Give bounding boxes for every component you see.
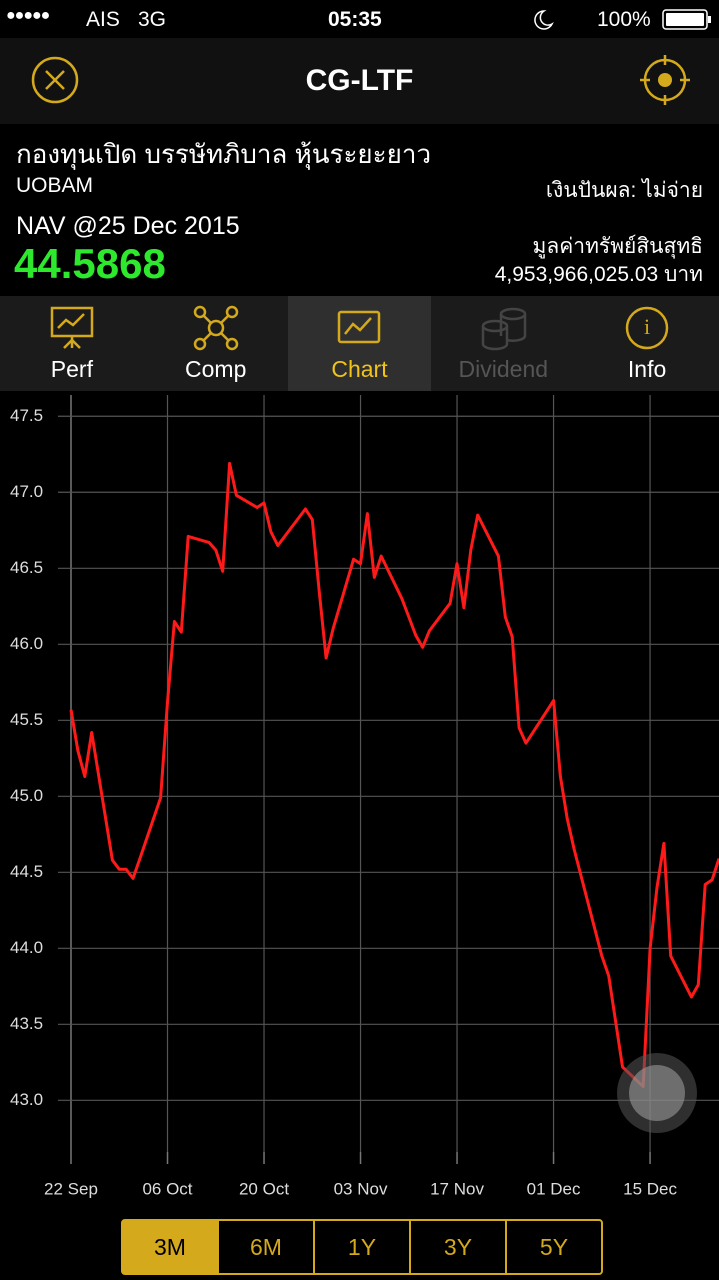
header: CG-LTF: [0, 38, 719, 124]
y-tick-label: 44.0: [10, 938, 43, 957]
nav-line: [69, 461, 719, 1089]
status-icons: [534, 10, 554, 30]
tab[interactable]: Perf: [0, 296, 144, 391]
tab-icon: i: [625, 306, 669, 350]
y-tick-label: 44.5: [10, 862, 43, 881]
x-tick-label: 06 Oct: [142, 1179, 192, 1198]
tab-icon: [193, 305, 238, 351]
dividend-policy: เงินปันผล: ไม่จ่าย: [545, 179, 703, 202]
x-tick-label: 01 Dec: [527, 1179, 581, 1198]
battery-icon: [662, 9, 711, 30]
tab-label: Comp: [185, 356, 247, 382]
range-button[interactable]: 6M: [219, 1221, 315, 1273]
tab-icon: [482, 307, 527, 351]
signal: ●●●●●: [6, 7, 50, 24]
tab-label: Info: [627, 356, 667, 382]
fund-info: กองทุนเปิด บรรษัทภิบาล หุ้นระยะยาว UOBAM…: [0, 124, 719, 296]
y-tick-label: 45.5: [10, 710, 43, 729]
tab: Dividend: [431, 296, 575, 391]
tab-label: Perf: [50, 356, 93, 382]
tab-icon: [338, 310, 381, 344]
range-selector: 3M 6M 1Y 3Y 5Y: [121, 1219, 603, 1275]
y-tick-label: 46.0: [10, 634, 43, 653]
chart: 43.0 43.5 44.0 44.5 45.0 45.5 46.0 46.5 47.0 47.5…: [10, 395, 719, 1198]
carrier: AIS: [86, 8, 120, 31]
x-tick-label: 03 Nov: [334, 1179, 388, 1198]
x-tick-label: 15 Dec: [623, 1179, 677, 1198]
network: 3G: [138, 8, 167, 31]
tab[interactable]: i Info: [575, 296, 719, 391]
tab-label: Dividend: [458, 356, 549, 382]
x-tick-label: 22 Sep: [44, 1179, 98, 1198]
nav-value: 44.5868: [14, 240, 166, 287]
close-button[interactable]: [30, 55, 80, 105]
y-tick-label: 47.5: [10, 406, 43, 425]
page-title: CG-LTF: [305, 64, 414, 97]
asset-value: 4,953,966,025.03 บาท: [494, 263, 703, 286]
time: 05:35: [328, 8, 382, 31]
y-tick-label: 45.0: [10, 786, 43, 805]
target-button[interactable]: [638, 53, 692, 107]
x-tick-label: 17 Nov: [430, 1179, 484, 1198]
x-tick-label: 20 Oct: [239, 1179, 289, 1198]
tab[interactable]: Chart: [287, 296, 432, 391]
y-tick-label: 46.5: [10, 558, 43, 577]
y-tick-label: 43.0: [10, 1090, 43, 1109]
fund-name: กองทุนเปิด บรรษัทภิบาล หุ้นระยะยาว: [16, 139, 432, 169]
range-button[interactable]: 3M: [123, 1221, 219, 1273]
battery-text: 100%: [597, 8, 651, 31]
range-button[interactable]: 1Y: [315, 1221, 411, 1273]
range-button[interactable]: 3Y: [411, 1221, 507, 1273]
assistive-touch-inner: [629, 1065, 685, 1121]
tab[interactable]: Comp: [144, 296, 288, 391]
range-button[interactable]: 5Y: [539, 1234, 569, 1260]
y-tick-label: 47.0: [10, 482, 43, 501]
y-tick-label: 43.5: [10, 1014, 43, 1033]
status-bar: ●●●●● AIS 3G 05:35 100%: [0, 0, 719, 38]
tab-label: Chart: [331, 356, 388, 382]
asset-label: มูลค่าทรัพย์สินสุทธิ: [532, 235, 703, 258]
fund-company: UOBAM: [16, 174, 94, 197]
tab-icon: [50, 306, 94, 349]
svg-text:i: i: [644, 314, 650, 339]
nav-label: NAV @25 Dec 2015: [16, 212, 240, 240]
tab-bar: Perf Comp Chart Dividend i Info: [0, 296, 719, 391]
